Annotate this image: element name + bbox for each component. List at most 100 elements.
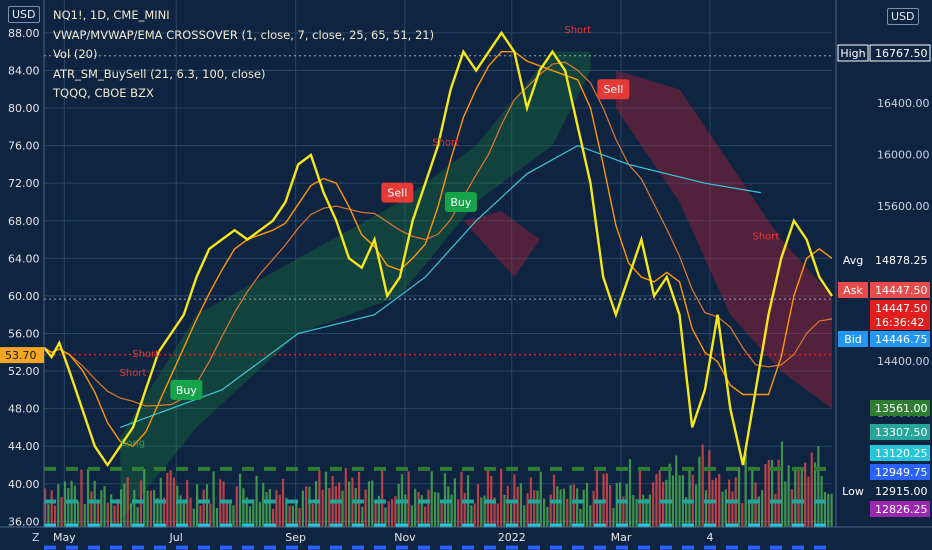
volume-bar [113, 505, 116, 527]
volume-bar [823, 491, 827, 527]
sell-signal: Sell [597, 79, 630, 100]
volume-bar [569, 485, 572, 527]
volume-bar [668, 463, 671, 527]
legend-indicator-atr[interactable]: ATR_SM_BuySell (21, 6.3, 100, close) [53, 66, 266, 81]
legend-indicator-volume[interactable]: Vol (20) [53, 47, 98, 61]
volume-bar [761, 490, 764, 527]
volume-bar [133, 490, 136, 527]
volume-bar [486, 470, 490, 527]
volume-bar [238, 473, 242, 527]
volume-bar [424, 506, 427, 527]
volume-bar [44, 488, 47, 527]
short-annotation: Short [752, 232, 779, 243]
volume-bar [77, 501, 80, 527]
volume-bar [354, 487, 357, 527]
volume-bar [671, 475, 675, 527]
signal-box [170, 379, 203, 400]
price-tag [870, 331, 930, 347]
volume-bar [572, 484, 575, 527]
x-tick-label: 4 [706, 531, 713, 544]
buy-cloud [120, 51, 591, 522]
left-tick-label: 60.00 [8, 290, 40, 303]
signal-label: Buy [176, 384, 198, 397]
price-tag-value: 14447.50 [875, 302, 928, 315]
volume-bar [718, 473, 721, 527]
volume-bar [559, 489, 562, 527]
volume-bar [605, 473, 608, 527]
volume-bar [281, 478, 285, 527]
volume-bar [800, 470, 803, 527]
volume-bar [414, 488, 417, 527]
volume-bar [618, 482, 622, 527]
signal-box [381, 182, 414, 203]
left-tick-label: 72.00 [8, 177, 40, 190]
volume-bar [701, 444, 704, 527]
price-tag-key-text: Ask [843, 284, 863, 297]
volume-bar [404, 494, 407, 527]
volume-bar [582, 489, 585, 527]
volume-bar [506, 485, 509, 527]
signal-label: Sell [387, 187, 407, 200]
left-tick-label: 88.00 [8, 27, 40, 40]
volume-bar [589, 505, 592, 527]
volume-bar [394, 496, 397, 527]
volume-bar [509, 503, 513, 527]
volume-bar [576, 488, 579, 527]
volume-bar [272, 508, 275, 527]
right-currency-label[interactable]: USD [887, 8, 919, 25]
x-tick-label: Sep [285, 531, 306, 544]
price-tag-key-text: High [840, 47, 865, 60]
left-current-value: 53.70 [5, 349, 37, 362]
volume-bar [526, 493, 529, 527]
signal-box [444, 191, 477, 212]
volume-bar [166, 472, 169, 527]
volume-bar [110, 494, 113, 527]
legend-compare-tqqq[interactable]: TQQQ, CBOE BZX [53, 86, 154, 100]
tqqq-compare-line [120, 144, 761, 428]
volume-bar [67, 488, 70, 527]
volume-bar [387, 501, 390, 527]
volume-bar [503, 494, 506, 527]
volume-bar [308, 486, 311, 527]
volume-bar [212, 471, 215, 527]
volume-bar [278, 494, 281, 527]
volume-bar [199, 505, 202, 527]
volume-bar [222, 481, 225, 527]
volume-bar [123, 483, 126, 527]
volume-bar [655, 474, 658, 527]
volume-bar [437, 492, 440, 527]
left-current-tag [0, 347, 44, 364]
volume-bar [546, 506, 549, 527]
legend-symbol[interactable]: NQ1!, 1D, CME_MINI [53, 8, 170, 22]
volume-bar [149, 490, 152, 527]
volume-bar [120, 489, 123, 527]
zoom-icon[interactable]: Z [32, 531, 40, 544]
volume-bar [744, 452, 747, 527]
volume-bar [205, 484, 209, 527]
left-tick-label: 44.00 [8, 440, 40, 453]
price-tag-key [838, 483, 868, 499]
volume-bar [473, 503, 476, 527]
volume-bar [232, 505, 235, 527]
volume-bar [609, 485, 612, 527]
price-tag-value: 13561.00 [875, 402, 928, 415]
volume-bar [463, 492, 466, 527]
volume-bar [536, 490, 539, 527]
sell-cloud-small [463, 211, 540, 278]
volume-bar [268, 488, 271, 527]
volume-bar [47, 504, 50, 527]
volume-bar [698, 456, 701, 527]
left-tick-label: 64.00 [8, 252, 40, 265]
legend-indicator-vwap[interactable]: VWAP/MVWAP/EMA CROSSOVER (1, close, 7, c… [53, 27, 435, 42]
volume-bar [420, 495, 423, 527]
left-currency-label[interactable]: USD [8, 6, 40, 23]
volume-bar [192, 508, 195, 527]
volume-bar [186, 480, 189, 527]
volume-bar [519, 483, 523, 527]
price-tag [870, 300, 930, 316]
left-tick-label: 80.00 [8, 102, 40, 115]
volume-bar [344, 468, 347, 527]
volume-bar [334, 486, 337, 527]
volume-bar [615, 483, 618, 527]
